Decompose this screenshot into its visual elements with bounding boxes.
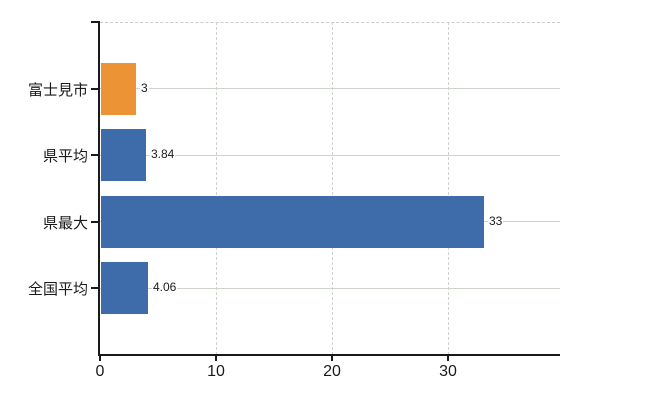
x-axis-tick: [447, 355, 449, 361]
h-gridline: [100, 154, 560, 156]
bar: [101, 262, 148, 315]
y-axis-tick: [91, 21, 98, 23]
y-axis-tick: [91, 154, 98, 157]
v-gridline: [216, 22, 217, 355]
y-axis-tick: [91, 287, 98, 290]
x-axis-tick: [99, 355, 101, 361]
x-axis-tick: [215, 355, 217, 361]
x-tick-label: 0: [95, 363, 105, 380]
bar-value-label: 4.06: [152, 280, 178, 295]
h-gridline: [100, 88, 560, 90]
y-axis-tick: [91, 220, 98, 223]
x-tick-label: 20: [323, 363, 341, 380]
category-label: 全国平均: [27, 281, 88, 299]
v-gridline: [448, 22, 449, 355]
y-axis: [98, 21, 100, 355]
plot-top-border: [100, 22, 560, 23]
bar-value-label: 3.84: [150, 147, 176, 162]
h-gridline: [100, 287, 560, 289]
category-label: 県平均: [42, 148, 88, 166]
x-tick-label: 30: [439, 363, 457, 380]
x-tick-label: 10: [207, 363, 225, 380]
bar: [101, 62, 136, 115]
x-axis: [98, 354, 560, 356]
category-label: 県最大: [42, 214, 88, 232]
bar-value-label: 3: [140, 80, 149, 95]
x-axis-tick: [331, 355, 333, 361]
bar: [101, 195, 484, 248]
v-gridline: [332, 22, 333, 355]
category-label: 富士見市: [27, 81, 88, 99]
y-axis-tick: [91, 87, 98, 90]
bar-value-label: 33: [488, 213, 504, 228]
bar: [101, 129, 146, 182]
